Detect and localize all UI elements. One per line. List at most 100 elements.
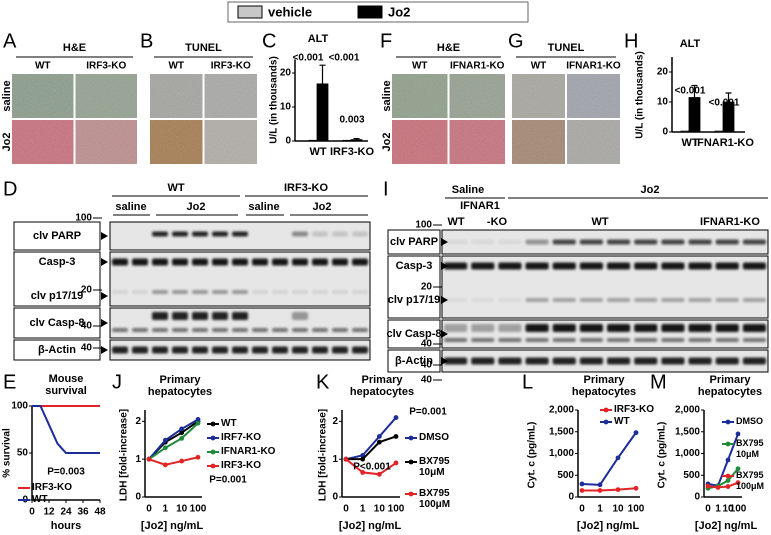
panel-title: H&E: [437, 42, 460, 54]
blot-band: [742, 262, 766, 270]
x-tick-label: 0: [579, 504, 585, 515]
annotation: P=0.001: [409, 407, 447, 418]
blot-band: [152, 258, 168, 266]
bar: [722, 101, 735, 133]
series-line: [345, 458, 397, 476]
x-tick-label: 10: [722, 504, 734, 515]
y-axis-label: Cyt. c (pg/mL): [657, 422, 668, 489]
point: [393, 434, 399, 439]
panel-letter: B: [140, 30, 153, 52]
micrograph-texture: [512, 120, 565, 164]
blot-band: [152, 346, 168, 354]
annotation: P=0.001: [209, 475, 247, 486]
micrograph-texture: [12, 120, 74, 164]
blot-band: [715, 324, 739, 332]
legend-marker: [725, 441, 731, 447]
chart-title: ALT: [307, 33, 329, 45]
chart-title-box: ALT: [680, 38, 701, 50]
bar: [688, 97, 701, 133]
micrograph-texture: [392, 74, 448, 118]
series-line: [582, 487, 637, 492]
legend-label: WT: [32, 494, 48, 505]
legend-marker: [408, 491, 414, 497]
legend-label-box: BX795 100μM: [419, 488, 450, 510]
micrograph-texture: [449, 120, 505, 164]
series-line: [707, 481, 739, 489]
size-marker: 40: [81, 343, 93, 354]
point: [735, 466, 741, 472]
blot-band: [212, 231, 228, 237]
panel-letter: E: [3, 371, 16, 393]
chart-title-box: Mouse survival: [45, 373, 87, 397]
group-label: Jo2: [641, 184, 660, 196]
band-label-box: [13, 221, 101, 251]
legend-swatch: [357, 5, 383, 19]
blot-band: [232, 290, 248, 294]
legend-label-box: IRF3-KO: [221, 460, 261, 471]
point: [705, 483, 711, 489]
condition-label: Jo2: [313, 201, 332, 213]
blot-band: [742, 324, 766, 332]
blot-band: [252, 258, 268, 266]
micrograph-texture: [204, 74, 257, 118]
micrograph-texture: [567, 74, 620, 118]
y-tick-label: 0: [662, 127, 668, 138]
blot-band: [579, 298, 603, 302]
row-label: Jo2: [1, 133, 13, 152]
chart-title-box: Primary hepatocytes: [572, 374, 636, 398]
y-tick-label: 2,000: [549, 405, 574, 416]
row-label: saline: [1, 80, 13, 111]
legend-label-box: DMSO: [736, 416, 763, 426]
blot-band: [172, 328, 188, 332]
legend-label-box: BX795 10μM: [736, 438, 764, 459]
x-tick-label: 0: [146, 504, 152, 515]
blot-band: [192, 231, 208, 237]
blot-band: [352, 290, 368, 294]
micrograph-texture: [150, 120, 203, 164]
blot-band: [292, 328, 308, 332]
band-label-box: [13, 339, 101, 361]
y-axis-label: LDH [fold-increase]: [318, 409, 329, 501]
band-label: clv p17/19: [31, 290, 84, 302]
x-tick-label: 48: [94, 507, 106, 518]
blot-band: [471, 338, 495, 342]
series-line: [345, 416, 397, 461]
panel-letter: I: [383, 178, 389, 200]
point: [195, 420, 201, 426]
y-axis-label: LDH [fold-increase]: [119, 409, 130, 501]
blot-band: [212, 290, 228, 294]
annotation: <0.001: [329, 53, 360, 64]
band-label-box: [13, 307, 101, 339]
blot-band: [661, 239, 685, 245]
blot-band: [688, 298, 712, 302]
band-label: clv PARP: [33, 230, 81, 242]
point: [597, 482, 603, 488]
blot-band: [444, 324, 468, 332]
size-marker: 20: [81, 285, 93, 296]
band-label-box: [387, 349, 441, 373]
blot-band: [742, 298, 766, 302]
legend-label: WT: [221, 418, 237, 429]
legend-label: IRF3-KO: [614, 404, 654, 415]
legend-label: IRF3-KO: [221, 460, 261, 471]
point: [376, 434, 382, 439]
blot-band: [112, 258, 128, 266]
panel-letter: F: [380, 30, 392, 52]
series-line: [32, 405, 100, 454]
annotation: P=0.003: [47, 467, 85, 478]
y-tick-label: 1: [135, 454, 141, 465]
point: [146, 456, 152, 462]
y-axis-label: % survival: [2, 428, 13, 478]
legend-swatch: [237, 5, 263, 19]
band-arrow: [101, 232, 108, 240]
micrograph-texture: [567, 120, 620, 164]
series-line: [148, 422, 199, 460]
condition-label: saline: [248, 201, 279, 213]
row-label: Jo2: [381, 133, 393, 152]
panel-letter: C: [262, 30, 276, 52]
blot-band: [607, 262, 631, 270]
legend-label: IFNAR1-KO: [221, 446, 276, 457]
bar: [316, 83, 329, 142]
band-arrow: [441, 238, 448, 246]
legend-label: WT: [614, 416, 630, 427]
